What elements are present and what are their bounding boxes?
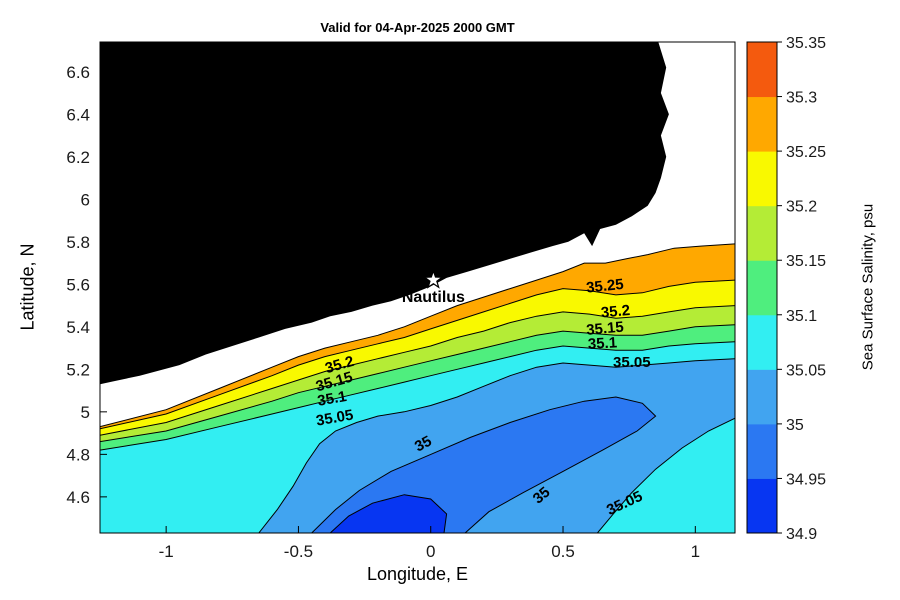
colorbar-tick-label: 35.3 [786,90,817,107]
contour-label: 35.05 [613,354,651,371]
colorbar-segment [747,314,777,370]
colorbar-segment [747,151,777,207]
y-tick-label: 6.4 [66,105,90,124]
x-tick-label: -1 [159,542,174,561]
contour-label: 35.15 [586,319,625,339]
contour-line [100,324,735,443]
colorbar-tick-label: 34.9 [786,526,817,543]
colorbar-segment [747,423,777,479]
colorbar-frame [746,41,778,534]
contour-label: 35.2 [600,302,631,321]
colorbar-tick-label: 35.15 [786,253,826,270]
contour-line [100,243,735,428]
x-tick-label: 0 [426,542,435,561]
contour-label: 35.25 [585,276,624,297]
colorbar-segment [747,42,777,98]
colorbar-tick-label: 35.1 [786,308,817,325]
x-tick-label: 0.5 [551,542,575,561]
contour-label: 35.1 [316,388,348,410]
x-axis-label: Longitude, E [366,564,469,584]
contour-label: 35.1 [587,334,617,353]
y-tick-label: 4.6 [66,488,90,507]
y-tick-label: 5.2 [66,360,90,379]
axes-box [99,41,736,534]
contour-line [100,279,735,430]
colorbar-segment [747,96,777,152]
contour-line [310,396,657,533]
colorbar-segment [747,205,777,261]
contour-line [100,341,735,451]
colorbar-tick-label: 35.2 [786,199,817,216]
y-tick-label: 5.8 [66,233,90,252]
ship-marker-star-icon [423,269,444,289]
colorbar-tick-label: 34.95 [786,471,826,488]
x-tick-label: -0.5 [284,542,313,561]
y-tick-label: 5.6 [66,275,90,294]
colorbar-label: Sea Surface Salinity, psu [859,203,877,371]
y-tick-label: 6 [81,190,90,209]
contour-line [100,305,735,436]
ship-marker-label: Nautilus [402,289,465,306]
x-tick-label: 1 [691,542,700,561]
y-tick-label: 6.6 [66,63,90,82]
y-tick-label: 6.2 [66,148,90,167]
y-axis-label: Latitude, N [17,243,38,331]
contour-line [329,494,448,533]
contour-label: 35 [412,433,435,456]
land-mask [100,42,669,385]
colorbar-segment [747,478,777,534]
y-tick-label: 4.8 [66,445,90,464]
contour-line [258,358,735,533]
contour-line [597,417,735,533]
colorbar-tick-label: 35.05 [786,362,826,379]
colorbar-tick-label: 35.35 [786,35,826,52]
colorbar-segment [747,369,777,425]
colorbar-tick-label: 35.25 [786,144,826,161]
contour-band-34.90-34.95 [330,494,447,533]
y-tick-label: 5 [81,403,90,422]
contour-label: 35.05 [315,406,355,429]
colorbar-segment [747,260,777,316]
colorbar-tick-label: 35 [786,417,804,434]
plot-title: Valid for 04-Apr-2025 2000 GMT [320,20,515,35]
y-tick-label: 5.4 [66,318,90,337]
